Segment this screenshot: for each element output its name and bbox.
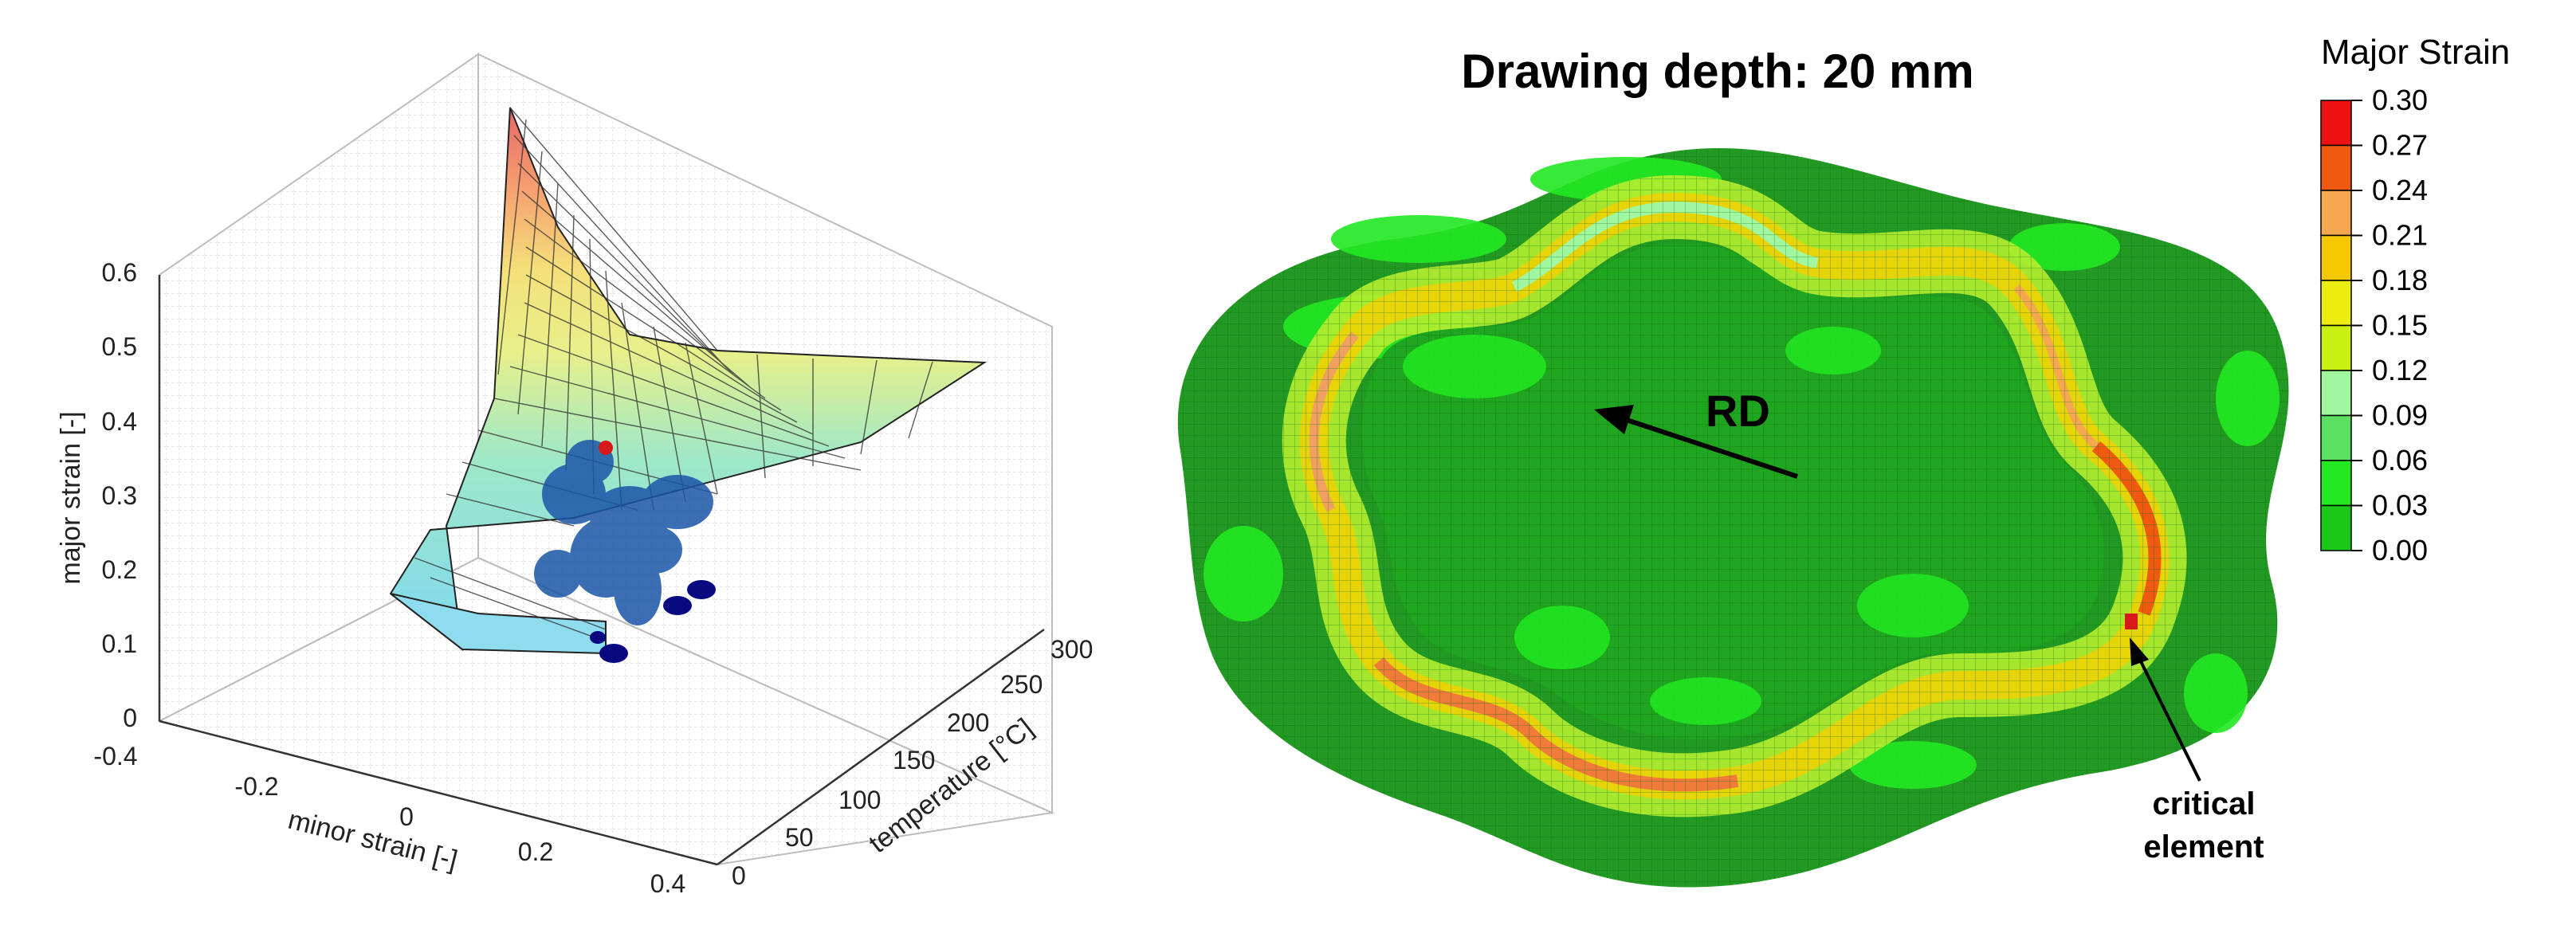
x-axis-label: minor strain [-] xyxy=(285,805,461,876)
colorbar-level-label: 0.06 xyxy=(2372,444,2428,476)
rd-arrow: RD xyxy=(1594,386,1798,479)
colorbar-level-label: 0.09 xyxy=(2372,399,2428,432)
critical-element-callout: critical element xyxy=(2125,614,2264,865)
y-tick: 0 xyxy=(123,704,137,732)
colorbar-level-label: 0.24 xyxy=(2372,174,2428,206)
y-tick: 0.4 xyxy=(102,407,137,436)
colorbar-segment xyxy=(2320,460,2352,507)
colorbar-level-label: 0.27 xyxy=(2372,129,2428,162)
colorbar-blocks xyxy=(2320,100,2352,551)
y-tick: 0.1 xyxy=(102,629,137,658)
flc-surface xyxy=(389,107,988,663)
colorbar-segment xyxy=(2320,144,2352,191)
colorbar-level-label: 0.12 xyxy=(2372,354,2428,386)
critical-element-marker xyxy=(2125,614,2138,629)
colorbar-labels: 0.30 0.27 0.24 0.21 0.18 0.15 0.12 0.09 0.06 0.03… xyxy=(2351,84,2428,567)
strain-ring xyxy=(1282,174,2187,817)
colorbar-segment xyxy=(2320,100,2352,147)
colorbar-segment xyxy=(2320,370,2352,417)
z-tick: 0 xyxy=(732,861,746,890)
x-tick: 0.4 xyxy=(650,869,685,898)
colorbar-level-label: 0.21 xyxy=(2372,219,2428,252)
x-axis-line xyxy=(159,719,718,866)
rd-label: RD xyxy=(1706,386,1770,436)
y-tick: 0.2 xyxy=(102,555,137,584)
y-tick-labels: 0 0.1 0.2 0.3 0.4 0.5 0.6 xyxy=(102,258,137,732)
critical-label-line1: critical xyxy=(2153,786,2256,821)
z-tick: 100 xyxy=(838,786,881,814)
fem-contour-svg: Drawing depth: 20 mm xyxy=(1177,33,2510,888)
z-tick-labels: 0 50 100 150 200 250 300 xyxy=(732,635,1093,890)
colorbar-level-label: 0.00 xyxy=(2372,534,2428,567)
x-tick: 0.2 xyxy=(518,837,553,866)
z-tick: 250 xyxy=(1000,670,1043,699)
colorbar-segment xyxy=(2320,190,2352,237)
colorbar-level-label: 0.30 xyxy=(2372,84,2428,116)
x-tick-labels: -0.4 -0.2 0 0.2 0.4 xyxy=(93,742,685,898)
colorbar-segment xyxy=(2320,234,2352,281)
fem-contour-plot: Drawing depth: 20 mm xyxy=(1116,0,2576,937)
z-axis-line xyxy=(717,628,1045,866)
z-tick: 150 xyxy=(893,746,935,774)
cup-bottom xyxy=(1361,242,2104,740)
limit-points xyxy=(590,580,716,663)
y-tick: 0.3 xyxy=(102,481,137,510)
y-tick: 0.6 xyxy=(102,258,137,287)
critical-point-marker xyxy=(599,441,613,455)
flc-3d-plot: 0 0.1 0.2 0.3 0.4 0.5 0.6 major strain [… xyxy=(0,0,1116,937)
colorbar-level-label: 0.03 xyxy=(2372,489,2428,522)
colorbar-segment xyxy=(2320,504,2352,551)
x-tick: -0.2 xyxy=(234,772,278,801)
colorbar-level-label: 0.18 xyxy=(2372,264,2428,296)
colorbar-segment xyxy=(2320,324,2352,371)
critical-label-line2: element xyxy=(2143,829,2264,865)
y-tick: 0.5 xyxy=(102,332,137,361)
y-axis-label: major strain [-] xyxy=(56,411,86,584)
colorbar-segment xyxy=(2320,280,2352,327)
colorbar: Major Strain 0.30 0.27 0.24 0.21 0.18 0.15 0.1… xyxy=(2320,33,2510,567)
figure-title: Drawing depth: 20 mm xyxy=(1461,45,1973,98)
z-tick: 300 xyxy=(1050,635,1093,664)
z-tick: 50 xyxy=(785,823,814,852)
x-tick: -0.4 xyxy=(93,742,137,770)
colorbar-segment xyxy=(2320,414,2352,461)
fe-strain-points xyxy=(534,440,713,625)
back-walls xyxy=(157,53,1055,866)
flc-3d-axes: 0 0.1 0.2 0.3 0.4 0.5 0.6 major strain [… xyxy=(56,53,1093,898)
z-tick: 200 xyxy=(947,708,989,737)
colorbar-title: Major Strain xyxy=(2321,33,2510,72)
x-tick: 0 xyxy=(399,802,414,831)
colorbar-level-label: 0.15 xyxy=(2372,309,2428,342)
